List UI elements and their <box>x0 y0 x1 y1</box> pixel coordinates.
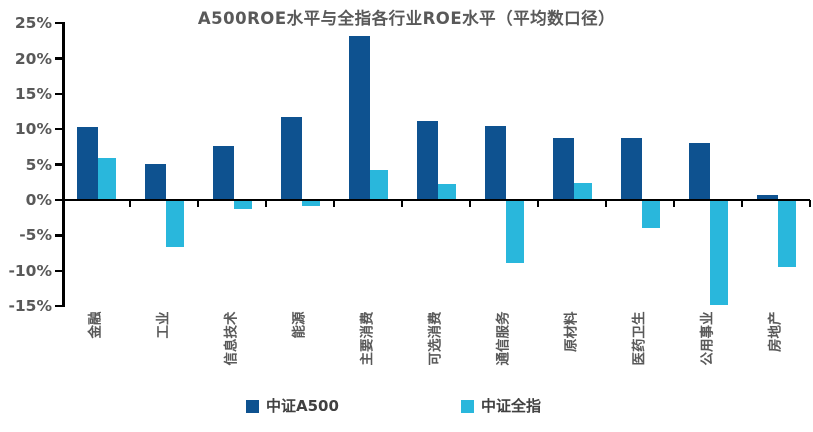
y-tick-20 <box>55 57 62 60</box>
legend-item-quanzhi: 中证全指 <box>461 399 541 414</box>
bar-s1-c2 <box>233 200 252 210</box>
y-tick-label--5: -5% <box>19 226 52 245</box>
bar-s1-c0 <box>97 157 116 200</box>
bar-s1-c5 <box>437 184 456 200</box>
y-tick--15 <box>55 304 62 308</box>
y-axis-line <box>62 22 65 307</box>
bar-s0-c7 <box>552 137 574 200</box>
bar-s0-c0 <box>76 127 98 200</box>
y-tick-label-25: 25% <box>14 14 52 33</box>
y-tick-5 <box>55 163 62 166</box>
bar-s0-c3 <box>280 116 302 200</box>
x-label-2: 信息技术 <box>223 311 240 366</box>
x-label-5: 可选消费 <box>427 311 444 366</box>
bar-s1-c10 <box>777 200 796 268</box>
y-tick--5 <box>55 234 62 237</box>
bar-s0-c10 <box>756 195 778 200</box>
x-tick-1 <box>128 200 132 207</box>
bar-s1-c4 <box>369 170 388 200</box>
legend-label-a500: 中证A500 <box>266 397 339 415</box>
y-tick-label-15: 15% <box>14 84 52 103</box>
y-tick-label-10: 10% <box>14 120 52 139</box>
y-tick-label-0: 0% <box>25 191 52 209</box>
x-tick-11 <box>808 200 812 207</box>
bar-s1-c9 <box>709 200 728 305</box>
y-tick-label-5: 5% <box>25 155 52 174</box>
bar-s0-c8 <box>620 137 642 200</box>
y-tick--10 <box>55 269 62 272</box>
x-axis-zero-line <box>62 198 810 202</box>
y-tick-label--10: -10% <box>8 261 52 280</box>
bar-s1-c3 <box>301 200 320 207</box>
bar-s0-c2 <box>212 146 234 200</box>
bar-s1-c8 <box>641 200 660 228</box>
y-tick-25 <box>55 21 62 25</box>
y-tick-label--15: -15% <box>8 297 52 316</box>
bar-s0-c6 <box>484 126 506 200</box>
bar-s0-c5 <box>416 121 438 200</box>
x-label-8: 医药卫生 <box>631 311 648 366</box>
x-label-6: 通信服务 <box>495 311 512 366</box>
legend-item-a500: 中证A500 <box>246 399 339 414</box>
x-tick-3 <box>264 200 268 207</box>
x-tick-4 <box>332 200 336 207</box>
bar-s1-c6 <box>505 200 524 263</box>
bar-s1-c1 <box>165 200 184 247</box>
x-label-0: 金融 <box>87 311 104 339</box>
x-label-1: 工业 <box>155 311 172 339</box>
x-label-4: 主要消费 <box>359 311 376 366</box>
x-label-7: 原材料 <box>563 311 580 353</box>
x-tick-5 <box>400 200 404 207</box>
bar-s0-c4 <box>348 35 370 200</box>
chart-title: A500ROE水平与全指各行业ROE水平（平均数口径） <box>197 9 616 28</box>
x-label-10: 房地产 <box>767 311 784 353</box>
x-tick-7 <box>536 200 540 207</box>
y-tick-0 <box>55 198 62 202</box>
bar-s1-c7 <box>573 183 592 200</box>
x-tick-8 <box>604 200 608 207</box>
bar-s0-c1 <box>144 163 166 200</box>
x-label-3: 能源 <box>291 311 308 339</box>
y-tick-15 <box>55 92 62 96</box>
x-tick-9 <box>672 200 676 207</box>
x-label-9: 公用事业 <box>699 311 716 366</box>
bar-s0-c9 <box>688 142 710 200</box>
x-tick-2 <box>196 200 200 207</box>
x-tick-10 <box>740 200 744 207</box>
y-tick-10 <box>55 128 62 131</box>
x-tick-6 <box>468 200 472 207</box>
legend-swatch-quanzhi <box>461 400 474 413</box>
legend-label-quanzhi: 中证全指 <box>481 397 542 415</box>
y-tick-label-20: 20% <box>14 49 52 68</box>
legend-swatch-a500 <box>246 400 259 413</box>
